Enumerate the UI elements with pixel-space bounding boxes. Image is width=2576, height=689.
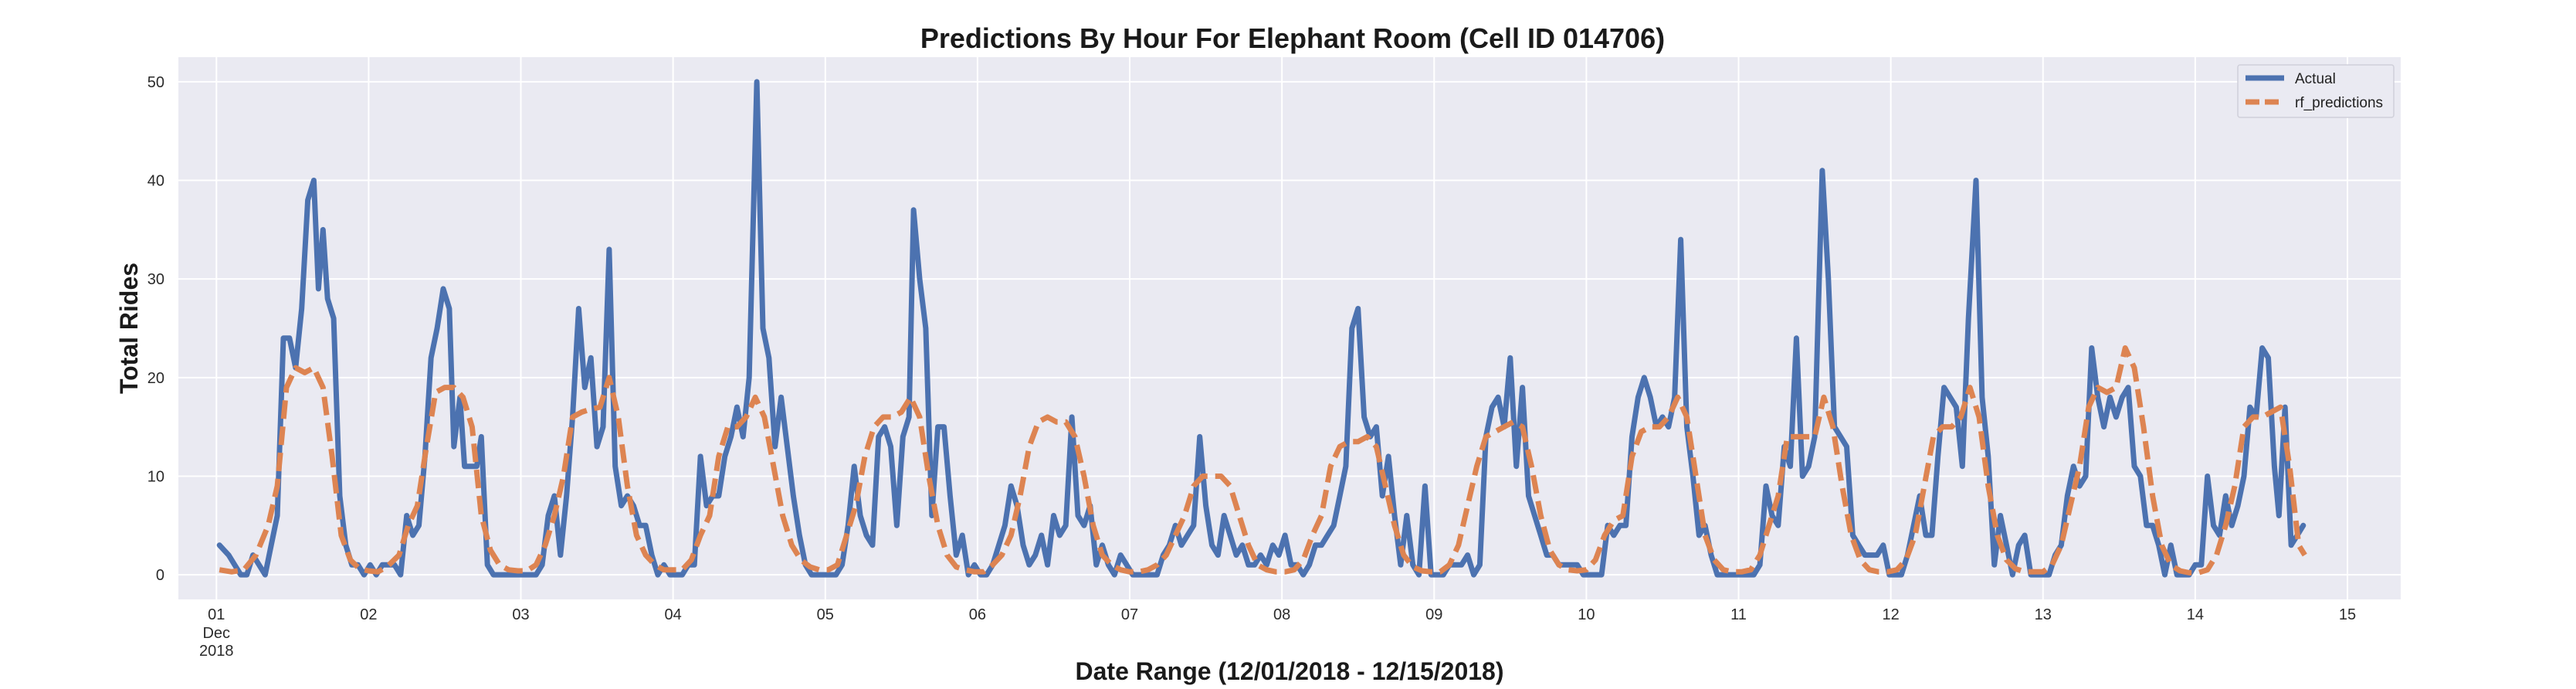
series-lines: [216, 79, 2307, 578]
legend: Actual rf_predictions: [2237, 64, 2395, 118]
x-tick-label: 06: [969, 606, 986, 623]
x-tick-label: 12: [1883, 606, 1900, 623]
y-tick-labels: 0 10 20 30 40 50: [147, 74, 164, 584]
x-tick-label: 04: [665, 606, 682, 623]
x-tick-label: 14: [2187, 606, 2204, 623]
x-tick-sublabel: 2018: [199, 643, 234, 660]
grid: [178, 57, 2401, 599]
legend-label: rf_predictions: [2295, 95, 2383, 111]
x-tick-label: 13: [2035, 606, 2052, 623]
plot-area: [178, 57, 2401, 599]
x-tick-label: 09: [1425, 606, 1442, 623]
x-tick-label: 02: [360, 606, 377, 623]
x-axis-title: Date Range (12/01/2018 - 12/15/2018): [1076, 657, 1504, 685]
x-tick-label: 11: [1730, 606, 1747, 623]
x-tick-label: 15: [2339, 606, 2356, 623]
x-tick-label: 03: [512, 606, 529, 623]
x-tick-label: 08: [1273, 606, 1290, 623]
y-tick-label: 30: [147, 271, 164, 288]
x-tick-label: 01: [208, 606, 225, 623]
series-line-rf-predictions: [219, 345, 2307, 575]
legend-label: Actual: [2295, 71, 2336, 87]
y-tick-label: 0: [156, 567, 164, 584]
x-tick-label: 10: [1578, 606, 1595, 623]
y-tick-label: 50: [147, 74, 164, 91]
x-tick-label: 05: [817, 606, 834, 623]
y-tick-label: 10: [147, 468, 164, 485]
x-tick-label: 07: [1121, 606, 1138, 623]
y-tick-label: 40: [147, 173, 164, 190]
x-tick-sublabel: Dec: [202, 625, 230, 642]
y-axis-title: Total Rides: [115, 263, 143, 394]
series-line-actual: [216, 79, 2307, 578]
chart-title: Predictions By Hour For Elephant Room (C…: [920, 22, 1665, 54]
y-tick-label: 20: [147, 370, 164, 387]
